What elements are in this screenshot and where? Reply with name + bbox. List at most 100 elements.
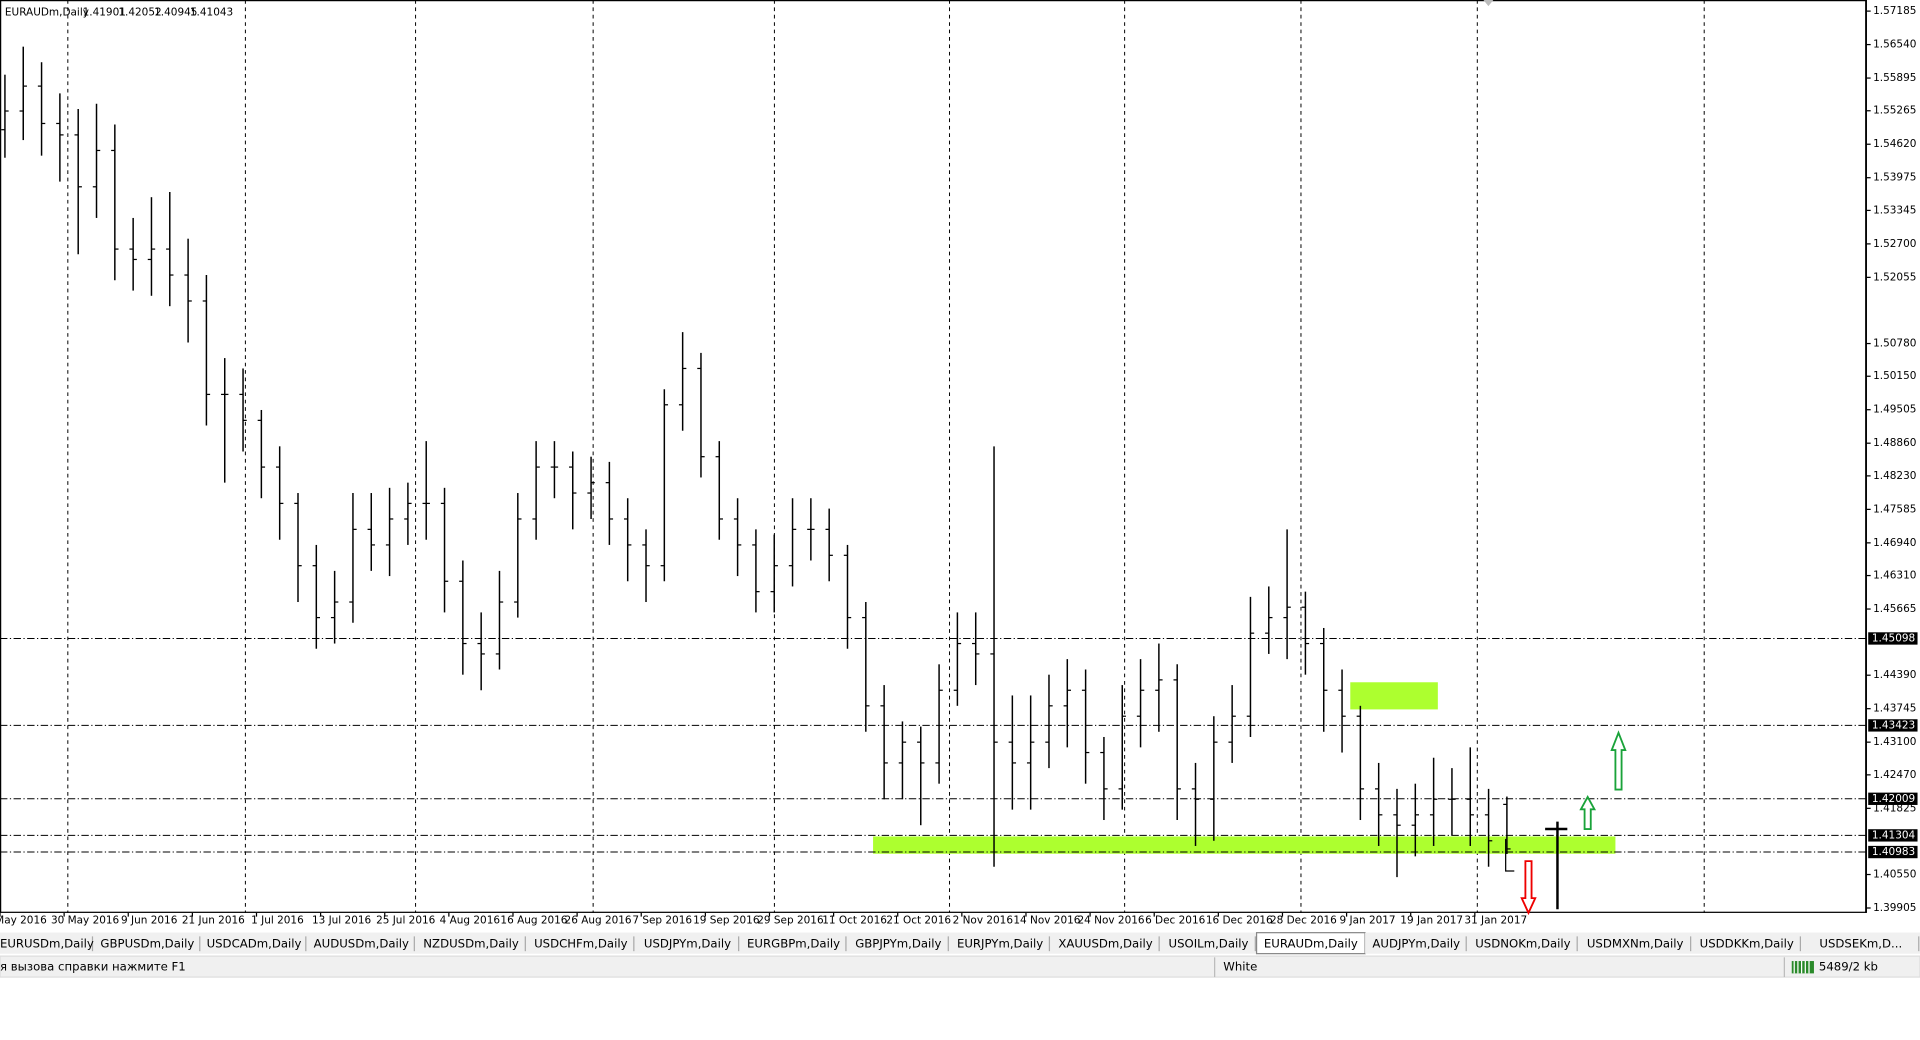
y-tick-label: 1.44390	[1873, 669, 1916, 681]
ohlc-bar	[788, 498, 797, 587]
ohlc-bar	[111, 124, 119, 281]
tab[interactable]: NZDUSDm,Daily	[415, 932, 527, 954]
ohlc-bar	[1210, 716, 1218, 841]
tab[interactable]: AUDJPYm,Daily	[1365, 932, 1468, 954]
y-tick-label: 1.53345	[1873, 204, 1916, 216]
x-tick-label: 21 Oct 2016	[886, 914, 951, 926]
tab[interactable]: USOILm,Daily	[1160, 932, 1257, 954]
tab[interactable]: EURJPYm,Daily	[949, 932, 1051, 954]
tab-label[interactable]: USDDKKm,Daily	[1700, 936, 1794, 950]
ohlc-bar	[1173, 664, 1181, 821]
ohlc-bar	[550, 441, 559, 499]
tab-label[interactable]: GBPUSDm,Daily	[100, 936, 194, 950]
y-tick-label: 1.47585	[1873, 503, 1916, 515]
ohlc-bar	[770, 534, 778, 613]
ohlc-bar	[569, 451, 577, 530]
status-profile: White	[1223, 960, 1257, 974]
x-tick-label: 11 Oct 2016	[822, 914, 887, 926]
tab-label[interactable]: EURGBPm,Daily	[747, 936, 840, 950]
ohlc-bar	[605, 461, 614, 545]
ohlc-bar	[532, 441, 540, 540]
tab-label[interactable]: EURAUDm,Daily	[1264, 936, 1358, 950]
tab[interactable]: USDMXNm,Daily	[1578, 932, 1692, 954]
tab[interactable]: GBPJPYm,Daily	[847, 932, 950, 954]
y-tick-label: 1.48230	[1873, 470, 1916, 482]
x-tick-label: 2 Nov 2016	[953, 914, 1013, 926]
tab[interactable]: USDCHFm,Daily	[526, 932, 636, 954]
tab-label[interactable]: USDCHFm,Daily	[534, 936, 627, 950]
ohlc-bar	[1429, 757, 1438, 846]
ohlc-bar	[404, 482, 412, 545]
ohlc-bar	[477, 612, 485, 691]
tab[interactable]: USDSEKm,D...	[1801, 932, 1920, 954]
tab[interactable]: EURGBPm,Daily	[739, 932, 848, 954]
tab-label[interactable]: AUDJPYm,Daily	[1372, 936, 1460, 950]
ohlc-bar	[92, 103, 101, 218]
tab-label[interactable]: USDMXNm,Daily	[1587, 936, 1684, 950]
tab[interactable]: USDNOKm,Daily	[1467, 932, 1579, 954]
tab[interactable]: EURAUDm,Daily	[1255, 932, 1366, 955]
tab-label[interactable]: EURJPYm,Daily	[957, 936, 1043, 950]
y-tick-label: 1.46940	[1873, 537, 1916, 549]
tab[interactable]: USDDKKm,Daily	[1691, 932, 1802, 954]
tab-background	[0, 932, 94, 954]
ohlc-bar	[166, 191, 174, 307]
tab-label[interactable]: USOILm,Daily	[1169, 936, 1249, 950]
tab[interactable]: AUDUSDm,Daily	[307, 932, 416, 954]
header-high: 1.42052	[118, 6, 161, 18]
tab-label[interactable]: USDSEKm,D...	[1819, 936, 1902, 950]
y-tick-label: 1.43100	[1873, 736, 1916, 748]
tab-background	[1691, 932, 1802, 954]
annotations	[1483, 0, 1627, 916]
tab-label[interactable]: USDNOKm,Daily	[1475, 936, 1570, 950]
tab-background	[739, 932, 848, 954]
level-label-bg	[1868, 845, 1918, 859]
chart-layer: 1.57185 1.56540 1.55895 1.55265 1.54620 1.539…	[0, 5, 1918, 926]
ohlc-bar	[367, 493, 375, 571]
ohlc-bar	[184, 238, 192, 343]
ohlc-bar	[1393, 788, 1401, 878]
level-label-bg	[1868, 719, 1918, 732]
header-close: 1.41043	[190, 6, 233, 18]
ohlc-bar	[1136, 659, 1145, 748]
ohlc-bar	[1063, 659, 1071, 748]
tab-label[interactable]: NZDUSDm,Daily	[423, 936, 519, 950]
tab[interactable]: XAUUSDm,Daily	[1050, 932, 1161, 954]
ohlc-bar	[385, 487, 394, 577]
x-tick-label: 9 Jun 2016	[121, 914, 177, 926]
x-tick-label: 28 Dec 2016	[1270, 914, 1337, 926]
tab[interactable]: EURUSDm,Daily	[0, 932, 94, 954]
tab[interactable]: USDJPYm,Daily	[635, 932, 740, 954]
ohlc-bar	[1320, 627, 1328, 732]
level-label-bg	[1868, 829, 1918, 842]
level-label: 1.41304	[1872, 829, 1916, 841]
ohlc-bar	[990, 446, 998, 867]
up-arrow-small	[1579, 795, 1597, 830]
y-tick-label: 1.52055	[1873, 271, 1916, 283]
ohlc-bar	[129, 217, 137, 291]
ohlc-bar	[678, 332, 687, 431]
tab-label[interactable]: USDCADm,Daily	[207, 936, 302, 950]
tab-label[interactable]: USDJPYm,Daily	[644, 936, 731, 950]
ohlc-bar	[972, 612, 980, 686]
ohlc-bar	[935, 664, 943, 784]
tab[interactable]: USDCADm,Daily	[201, 932, 308, 954]
ohlc-bar	[862, 602, 870, 732]
tab[interactable]: GBPUSDm,Daily	[93, 932, 202, 954]
tab-background	[415, 932, 527, 954]
tab-label[interactable]: GBPJPYm,Daily	[855, 936, 941, 950]
x-tick-label: 19 Jan 2017	[1400, 914, 1463, 926]
tab-background	[201, 932, 308, 954]
ohlc-bar	[349, 493, 357, 623]
ohlc-bar	[440, 487, 449, 613]
tab-label[interactable]: EURUSDm,Daily	[0, 936, 94, 950]
ohlc-bar	[1466, 747, 1474, 846]
level-label-bg	[1868, 792, 1918, 805]
tab-label[interactable]: AUDUSDm,Daily	[314, 936, 409, 950]
tab-label[interactable]: XAUUSDm,Daily	[1058, 936, 1152, 950]
ohlc-bar	[1118, 685, 1126, 810]
status-traffic: 5489/2 kb	[1819, 960, 1878, 974]
y-tick-label: 1.41825	[1873, 802, 1916, 814]
ohlc-bar	[1246, 596, 1255, 737]
